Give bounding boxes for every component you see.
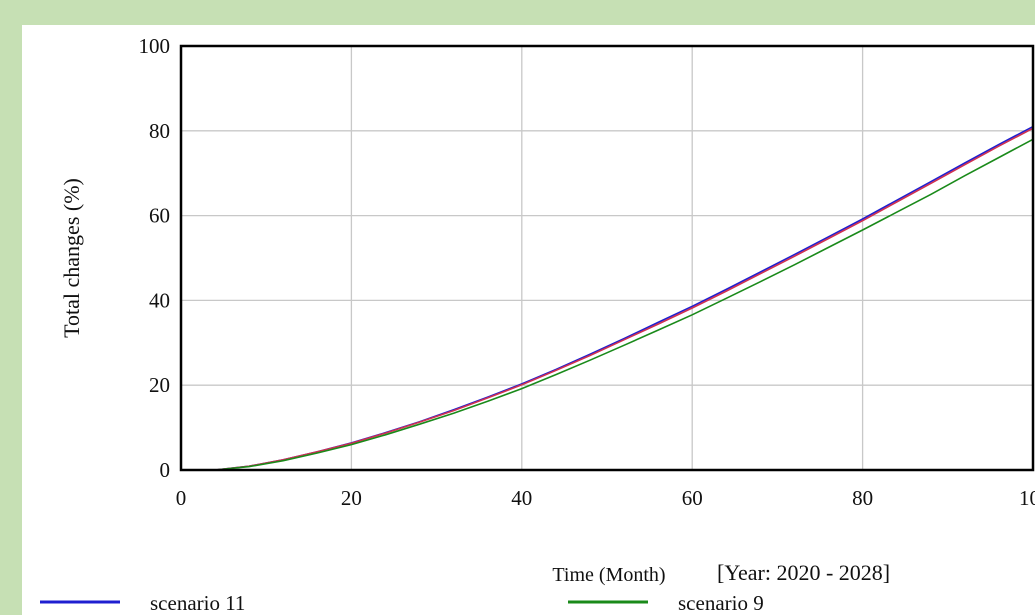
legend: scenario 11 scenario 9	[40, 591, 764, 615]
x-tick-label: 0	[176, 486, 187, 510]
x-tick-label: 60	[682, 486, 703, 510]
y-tick-label: 20	[149, 373, 170, 397]
x-tick-label: 20	[341, 486, 362, 510]
x-axis-annotation: [Year: 2020 - 2028]	[717, 560, 890, 585]
x-tick-label: 10	[1019, 486, 1035, 510]
x-axis-label: Time (Month)	[552, 564, 665, 586]
legend-label: scenario 11	[150, 591, 245, 615]
x-tick-label: 80	[852, 486, 873, 510]
y-tick-label: 40	[149, 288, 170, 312]
series-lines	[181, 125, 1034, 471]
chart-panel	[22, 25, 1035, 615]
y-tick-label: 60	[149, 204, 170, 228]
legend-label: scenario 9	[678, 591, 764, 615]
grid-lines	[181, 46, 1033, 470]
axes	[179, 44, 1035, 472]
tick-labels: 0 20 40 60 80 10 100 80 60 40 20 0	[139, 34, 1035, 510]
x-tick-label: 40	[511, 486, 532, 510]
y-tick-label: 80	[149, 119, 170, 143]
y-tick-label: 0	[160, 458, 171, 482]
y-tick-label: 100	[139, 34, 171, 58]
series-line-scenario-10	[181, 127, 1034, 471]
series-line-scenario-9	[181, 138, 1034, 471]
y-axis-label: Total changes (%)	[59, 178, 84, 338]
plot-frame	[179, 44, 1035, 472]
series-line-scenario-11	[181, 125, 1034, 471]
